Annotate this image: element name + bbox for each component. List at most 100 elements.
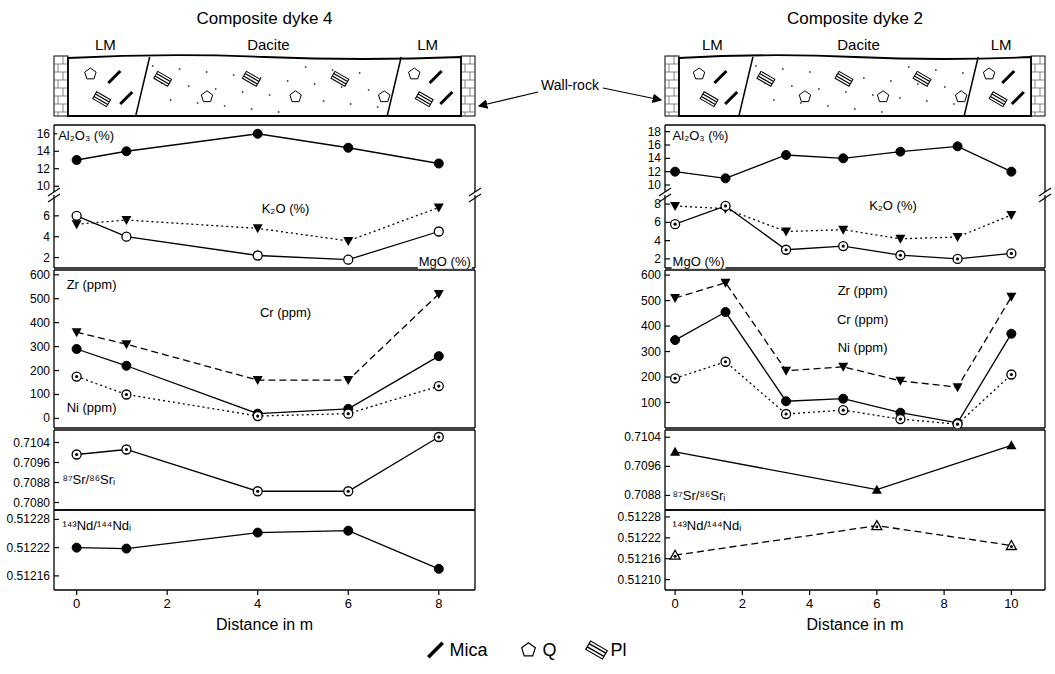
y-tick	[665, 158, 670, 159]
plagioclase-body	[154, 71, 172, 86]
y-tick	[665, 144, 670, 145]
frame-line	[54, 509, 475, 510]
label-background	[672, 254, 726, 269]
series-label: Zr (ppm)	[67, 277, 117, 292]
data-point	[344, 487, 353, 496]
y-tick	[54, 547, 59, 548]
x-tick	[809, 590, 810, 595]
plagioclase-shape	[757, 71, 775, 86]
y-tick	[665, 325, 670, 326]
y-tick	[665, 466, 670, 467]
brick-line	[461, 112, 475, 113]
groundmass-speckle	[305, 66, 307, 68]
y-axis-line	[664, 195, 665, 268]
marker-shape	[896, 251, 905, 260]
y-tick	[665, 437, 670, 438]
y-tick	[665, 579, 670, 580]
marker-shape	[872, 521, 882, 530]
data-point	[72, 450, 81, 459]
series-label-group: Cr (ppm)	[259, 305, 312, 320]
brick-line	[1031, 64, 1045, 65]
frame-line	[1044, 270, 1045, 428]
data-point	[721, 308, 730, 317]
series-label: Ni (ppm)	[838, 340, 888, 355]
legend-label: Mica	[449, 640, 488, 660]
x-tick-label: 8	[940, 596, 947, 611]
marker-shape	[839, 242, 848, 251]
brick-line	[674, 88, 675, 96]
series-label-group: Ni (ppm)	[837, 340, 889, 355]
frame-line	[1044, 430, 1045, 510]
marker-shape	[670, 550, 680, 559]
groundmass-speckle	[944, 86, 946, 88]
marker-dot	[125, 448, 128, 451]
y-tick	[665, 376, 670, 377]
panel: 0.512160.512220.51228¹⁴³Nd/¹⁴⁴Ndᵢ	[7, 510, 475, 590]
y-tick-label: 10	[648, 178, 662, 192]
series-label-group: Al₂O₃ (%)	[57, 128, 115, 143]
brick-line	[665, 72, 679, 73]
y-tick-label: 0.7104	[624, 430, 661, 444]
marker-shape	[253, 528, 262, 537]
label-layer: ¹⁴³Nd/¹⁴⁴Ndᵢ	[61, 518, 132, 533]
data-point	[953, 233, 963, 242]
mica-crystal	[108, 71, 120, 83]
data-point	[781, 367, 791, 376]
pointer-arrow	[479, 92, 538, 106]
quartz-shape	[85, 68, 96, 79]
marker-shape	[838, 226, 848, 235]
contact-line	[136, 57, 150, 116]
x-tick-label: 0	[671, 596, 678, 611]
groundmass-speckle	[890, 80, 892, 82]
marker-shape	[953, 383, 963, 392]
frame-line	[665, 124, 1045, 125]
marker-shape	[670, 447, 680, 456]
marker-dot	[956, 257, 959, 260]
brick-line	[1031, 112, 1045, 113]
mica-crystal	[440, 92, 452, 104]
y-tick-label: 12	[37, 162, 51, 176]
data-point	[721, 201, 730, 210]
y-tick-label: 0.7104	[13, 436, 50, 450]
marker-shape	[1006, 540, 1016, 549]
mica-crystal	[1012, 92, 1024, 104]
marker-shape	[721, 279, 731, 288]
marker-shape	[839, 406, 848, 415]
panel: 10121416Al₂O₃ (%)	[37, 125, 481, 202]
legend-item: Q	[522, 640, 557, 660]
mica-shape	[725, 92, 737, 104]
brick-line	[461, 72, 475, 73]
frame-line	[54, 267, 475, 268]
plagioclase-body	[835, 71, 853, 86]
groundmass-speckle	[953, 103, 955, 105]
marker-shape	[344, 143, 353, 152]
marker-shape	[839, 394, 848, 403]
brick-line	[461, 64, 475, 65]
marker-dot	[347, 490, 350, 493]
groundmass-speckle	[809, 71, 811, 73]
data-point	[671, 220, 680, 229]
y-tick-label: 16	[648, 138, 662, 152]
brick-line	[465, 80, 466, 88]
label-background	[672, 518, 743, 533]
y-tick	[54, 482, 59, 483]
marker-shape	[1006, 293, 1016, 302]
marker-dot	[347, 412, 350, 415]
marker-shape	[896, 147, 905, 156]
y-tick-label: 6	[43, 209, 50, 223]
marker-dot	[842, 409, 845, 412]
marker-shape	[721, 357, 730, 366]
data-point	[253, 129, 262, 138]
data-point	[721, 174, 730, 183]
mica-shape	[714, 71, 726, 83]
y-tick-label: 8	[654, 197, 661, 211]
plagioclase-body	[757, 71, 775, 86]
marker-shape	[121, 340, 131, 349]
pentagon-crystal	[378, 91, 389, 102]
label-background	[836, 312, 889, 327]
marker-dot	[1010, 373, 1013, 376]
plagioclase-twin	[838, 74, 852, 82]
data-point	[1007, 329, 1016, 338]
plagioclase-body	[700, 92, 718, 107]
brick-line	[1040, 56, 1041, 64]
